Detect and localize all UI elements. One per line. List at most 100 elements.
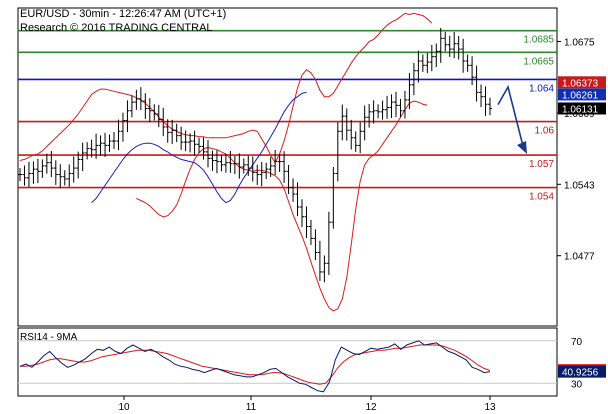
price-tag-box [558, 88, 606, 101]
price-tag-box [558, 102, 606, 115]
candle [143, 93, 148, 119]
candle [125, 100, 130, 133]
candle [353, 131, 358, 152]
candle [277, 153, 282, 172]
candle [71, 156, 76, 183]
level-label-1: 1.0665 [523, 56, 554, 67]
axes: 1.06751.06091.05431.04771.063731.062611.… [118, 38, 606, 413]
candle [420, 54, 425, 72]
candle [380, 100, 385, 120]
candle [479, 84, 484, 108]
main-plot-frame [17, 7, 558, 327]
candlesticks [18, 27, 492, 283]
candle [474, 65, 479, 102]
price-tag-bb: 1.06373 [558, 76, 606, 89]
candle [192, 130, 197, 156]
candle [429, 44, 434, 72]
rsi-tag-label: 40.9256 [562, 368, 599, 379]
candle [349, 119, 354, 150]
candle [210, 150, 215, 171]
candle [112, 131, 116, 149]
candle [443, 31, 448, 52]
rsi-plot-frame [17, 327, 558, 397]
candle [438, 27, 443, 63]
candle [197, 137, 202, 153]
candle [456, 35, 461, 60]
candle [26, 161, 31, 187]
candle [434, 43, 439, 68]
candle [273, 149, 278, 176]
bollinger-upper-band [19, 12, 433, 164]
level-label-0: 1.0685 [523, 35, 554, 46]
candle [358, 122, 363, 154]
forecast-arrowhead [517, 141, 527, 155]
rsi-panel [18, 340, 557, 393]
price-tick-label: 1.0675 [564, 38, 595, 49]
candle [246, 155, 251, 176]
candle [206, 140, 210, 168]
candle [362, 105, 367, 141]
level-label-5: 1.054 [529, 192, 554, 203]
candle [18, 168, 22, 182]
candle [80, 142, 85, 172]
candle [326, 211, 331, 275]
forecast-arrow-line [497, 84, 524, 147]
candle [488, 97, 492, 116]
candle [416, 50, 421, 83]
candle [161, 107, 166, 137]
candle [282, 151, 287, 184]
candle [40, 159, 45, 178]
candle [107, 134, 112, 152]
candle [447, 35, 452, 57]
candle [214, 150, 219, 174]
rsi-ma-line [20, 344, 491, 385]
candle [183, 130, 188, 152]
candle [295, 182, 300, 217]
candle [331, 167, 336, 229]
rsi-tag-rsi: 40.9256 [558, 365, 606, 379]
candle [317, 240, 322, 282]
forecast-arrow [497, 84, 527, 155]
candle [219, 155, 224, 172]
candle [170, 119, 175, 145]
candle [35, 158, 40, 184]
candle [147, 98, 152, 123]
candle [259, 162, 264, 187]
rsi-tag-box [558, 365, 606, 378]
price-tick-label: 1.0543 [564, 180, 595, 191]
candle [31, 161, 36, 184]
candle [85, 142, 90, 160]
candle [411, 62, 416, 96]
candle [398, 98, 403, 118]
candle [134, 89, 139, 110]
candle [465, 54, 470, 72]
price-tick-label: 1.0477 [564, 252, 595, 263]
candle [291, 178, 296, 202]
candle [308, 220, 313, 245]
candle [120, 112, 125, 142]
rsi-tick-label: 30 [571, 379, 583, 390]
plot-frames [17, 7, 558, 397]
candle [94, 133, 99, 159]
candle [165, 119, 170, 143]
candle [425, 52, 430, 74]
candle [62, 170, 67, 186]
price-tag-label: 1.06373 [562, 78, 599, 89]
candle [335, 122, 340, 182]
rsi-line [19, 340, 491, 393]
price-tag-ma: 1.06261 [558, 88, 606, 101]
candle [58, 164, 63, 189]
candle [44, 153, 49, 174]
candle [300, 199, 304, 228]
candle [237, 153, 242, 179]
time-tick-label: 10 [118, 402, 130, 413]
candle [152, 104, 157, 121]
candle [394, 91, 398, 118]
candle [250, 156, 255, 182]
candle [89, 139, 94, 158]
price-tag-current: 1.06131 [558, 102, 606, 115]
candle [129, 95, 134, 118]
candle [461, 38, 466, 73]
price-levels: 1.0685 1.0665 1.064 1.06 1.057 1.054 [18, 29, 557, 203]
